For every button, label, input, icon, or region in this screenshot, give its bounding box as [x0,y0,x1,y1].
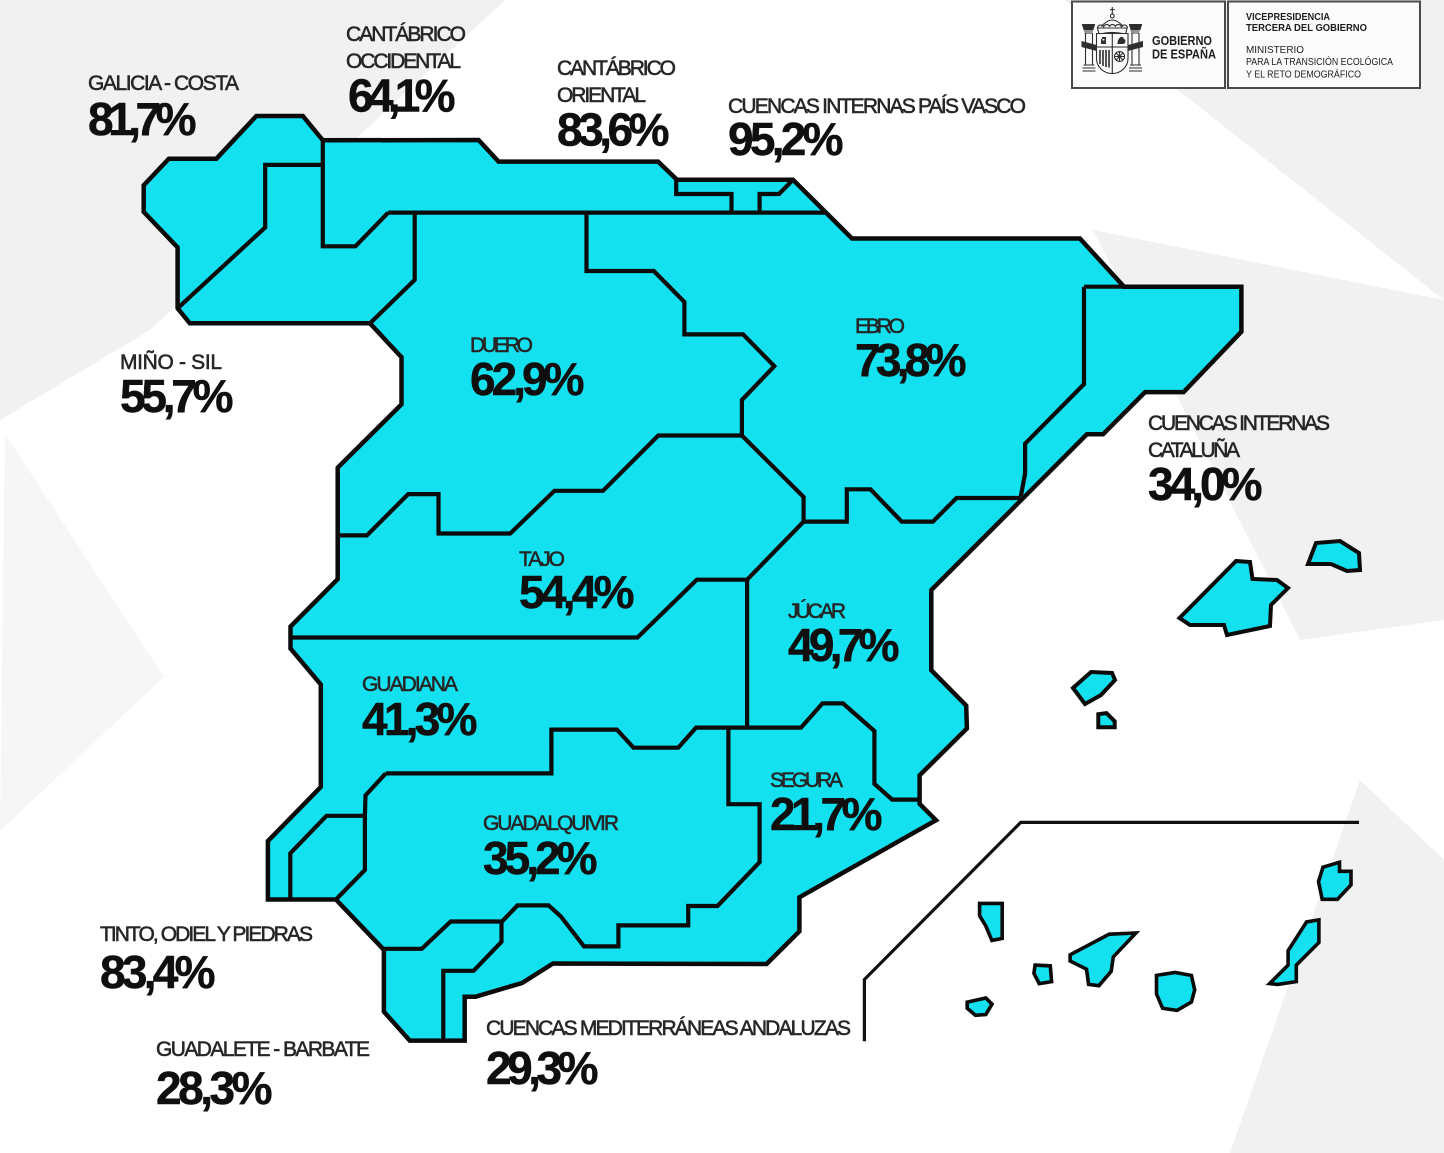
svg-text:29,3%: 29,3% [486,1042,598,1094]
svg-text:34,0%: 34,0% [1148,458,1262,510]
svg-text:55,7%: 55,7% [120,370,233,422]
svg-text:GUADALETE - BARBATE: GUADALETE - BARBATE [156,1038,370,1061]
svg-text:83,6%: 83,6% [557,104,669,156]
svg-text:CUENCAS INTERNAS PAÍS VASCO: CUENCAS INTERNAS PAÍS VASCO [728,95,1026,118]
svg-text:49,7%: 49,7% [788,619,899,671]
svg-text:CUENCAS INTERNAS: CUENCAS INTERNAS [1148,412,1330,435]
svg-text:EBRO: EBRO [855,315,905,338]
svg-text:41,3%: 41,3% [362,693,477,745]
svg-text:54,4%: 54,4% [519,566,634,618]
svg-text:MINISTERIO: MINISTERIO [1246,45,1304,56]
svg-text:JÚCAR: JÚCAR [788,600,846,623]
svg-text:28,3%: 28,3% [156,1062,272,1114]
svg-text:GALICIA - COSTA: GALICIA - COSTA [88,72,239,95]
svg-text:CATALUÑA: CATALUÑA [1148,438,1240,462]
svg-text:CUENCAS MEDITERRÁNEAS ANDALUZA: CUENCAS MEDITERRÁNEAS ANDALUZAS [486,1017,851,1040]
svg-text:64,1%: 64,1% [348,70,455,122]
svg-text:GUADALQUIVIR: GUADALQUIVIR [483,812,619,835]
svg-text:TERCERA DEL GOBIERNO: TERCERA DEL GOBIERNO [1246,23,1367,34]
svg-text:83,4%: 83,4% [100,946,215,998]
svg-text:GUADIANA: GUADIANA [362,673,458,696]
svg-text:MIÑO - SIL: MIÑO - SIL [120,350,222,374]
svg-text:TAJO: TAJO [519,548,565,571]
svg-text:SEGURA: SEGURA [770,769,843,792]
svg-text:Y EL RETO DEMOGRÁFICO: Y EL RETO DEMOGRÁFICO [1246,68,1361,81]
svg-text:OCCIDENTAL: OCCIDENTAL [346,50,461,73]
svg-text:GOBIERNO: GOBIERNO [1152,34,1212,48]
svg-text:CANTÁBRICO: CANTÁBRICO [346,23,466,46]
svg-text:TINTO, ODIEL Y PIEDRAS: TINTO, ODIEL Y PIEDRAS [100,923,313,946]
svg-text:81,7%: 81,7% [88,93,196,145]
svg-text:95,2%: 95,2% [728,113,843,165]
svg-text:35,2%: 35,2% [483,832,597,884]
svg-text:73,8%: 73,8% [855,334,966,386]
svg-text:21,7%: 21,7% [770,788,882,840]
svg-text:DE ESPAÑA: DE ESPAÑA [1152,47,1216,62]
svg-text:VICEPRESIDENCIA: VICEPRESIDENCIA [1246,12,1330,23]
svg-text:CANTÁBRICO: CANTÁBRICO [557,57,676,80]
svg-text:PARA LA TRANSICIÓN ECOLÓGICA: PARA LA TRANSICIÓN ECOLÓGICA [1246,55,1393,68]
svg-text:ORIENTAL: ORIENTAL [557,84,646,107]
svg-text:62,9%: 62,9% [470,353,584,405]
svg-text:DUERO: DUERO [470,334,533,357]
